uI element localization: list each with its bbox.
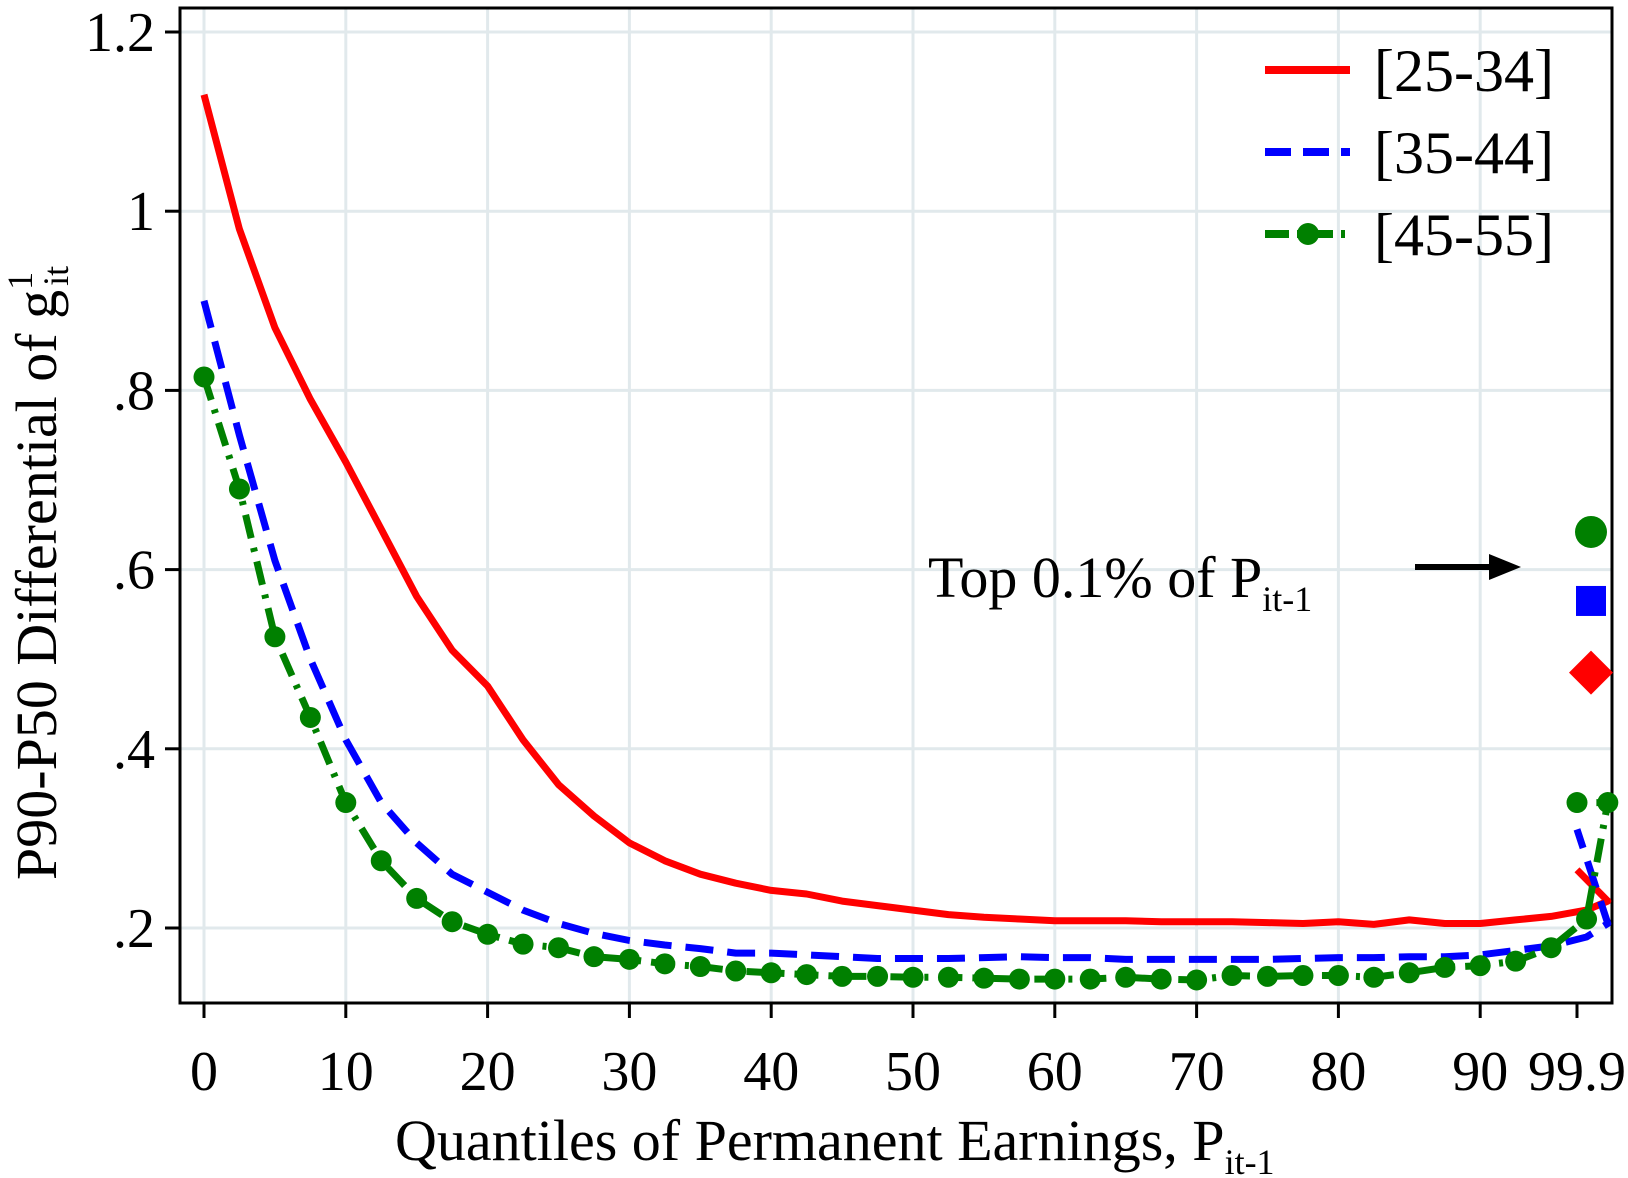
series-point [618, 948, 640, 970]
series-point [1115, 966, 1137, 988]
x-tick-label: 50 [885, 1041, 941, 1103]
series-point [477, 923, 499, 945]
y-axis: 1.2 1 .8 .6 .4 .2 [85, 2, 180, 960]
series-point [725, 960, 747, 982]
y-tick-label: .8 [113, 360, 155, 422]
series-point [370, 850, 392, 872]
series-point [441, 911, 463, 933]
top-marker-circle [1575, 515, 1607, 548]
series-point [902, 966, 924, 988]
series-point [1079, 968, 1101, 990]
legend-marker [1297, 223, 1319, 245]
gridlines [180, 8, 1612, 1003]
series-point [548, 937, 569, 959]
x-tick-label: 30 [601, 1041, 657, 1103]
series-point [512, 933, 534, 955]
x-tick-label: 20 [460, 1041, 516, 1103]
series-point [1186, 969, 1208, 991]
series-point [264, 626, 286, 648]
y-tick-label: .4 [113, 719, 155, 781]
top-marker-diamond [1569, 650, 1613, 695]
legend: [25-34] [35-44] [45-55] [1265, 38, 1554, 268]
series-point [1257, 965, 1278, 987]
series-point [1566, 792, 1588, 814]
x-tick-label: 70 [1169, 1041, 1225, 1103]
series-point [1398, 962, 1420, 984]
y-axis-title: P90-P50 Differential of g1it [0, 266, 76, 880]
x-tick-label: 10 [318, 1041, 374, 1103]
legend-label-2: [35-44] [1374, 120, 1554, 186]
plot-area-frame [178, 6, 1614, 1005]
series-group [193, 93, 1619, 991]
series-point [583, 946, 605, 968]
top-markers [1569, 515, 1613, 695]
annotation-arrow [1415, 554, 1521, 580]
series-point [1469, 955, 1491, 977]
series-point [1221, 964, 1243, 986]
series-point [1363, 966, 1385, 988]
x-tick-label: 0 [190, 1041, 218, 1103]
series-point [689, 956, 711, 978]
series-point [654, 953, 676, 975]
y-tick-label: .6 [113, 540, 155, 602]
series-point [1434, 956, 1456, 978]
series-point [1008, 968, 1030, 990]
series-line-1 [200, 93, 1612, 928]
x-axis: 0 10 20 30 40 50 60 70 80 90 99.9 [190, 1003, 1626, 1103]
series-point [1044, 968, 1066, 990]
series-point [1292, 964, 1314, 986]
x-axis-title: Quantiles of Permanent Earnings, Pit-1 [395, 1108, 1275, 1178]
series-point [1576, 908, 1598, 930]
series-point [867, 965, 889, 987]
x-tick-label: 99.9 [1528, 1041, 1626, 1103]
annotation-text: Top 0.1% of Pit-1 [928, 545, 1312, 619]
y-tick-label: 1 [127, 181, 155, 243]
x-tick-label: 90 [1452, 1041, 1508, 1103]
series-point [1327, 964, 1349, 986]
series-point [228, 478, 250, 500]
x-tick-label: 40 [743, 1041, 799, 1103]
y-tick-label: .2 [113, 898, 155, 960]
series-point [760, 962, 782, 984]
x-tick-label: 60 [1027, 1041, 1083, 1103]
y-tick-label: 1.2 [85, 2, 155, 64]
series-point [193, 366, 215, 388]
series-point [1150, 968, 1172, 990]
legend-label-1: [25-34] [1374, 38, 1554, 104]
series-point [831, 965, 853, 987]
top-marker-square [1576, 585, 1606, 616]
series-point [1505, 950, 1527, 972]
series-point [299, 706, 321, 728]
x-tick-label: 80 [1310, 1041, 1366, 1103]
series-point [973, 967, 995, 989]
series-point [937, 966, 959, 988]
series-point [1597, 792, 1619, 814]
series-line-2 [200, 299, 1612, 963]
series-point [796, 964, 818, 986]
series-point [406, 887, 428, 909]
series-point [335, 792, 357, 814]
series-point [1540, 937, 1562, 959]
legend-label-3: [45-55] [1374, 202, 1554, 268]
